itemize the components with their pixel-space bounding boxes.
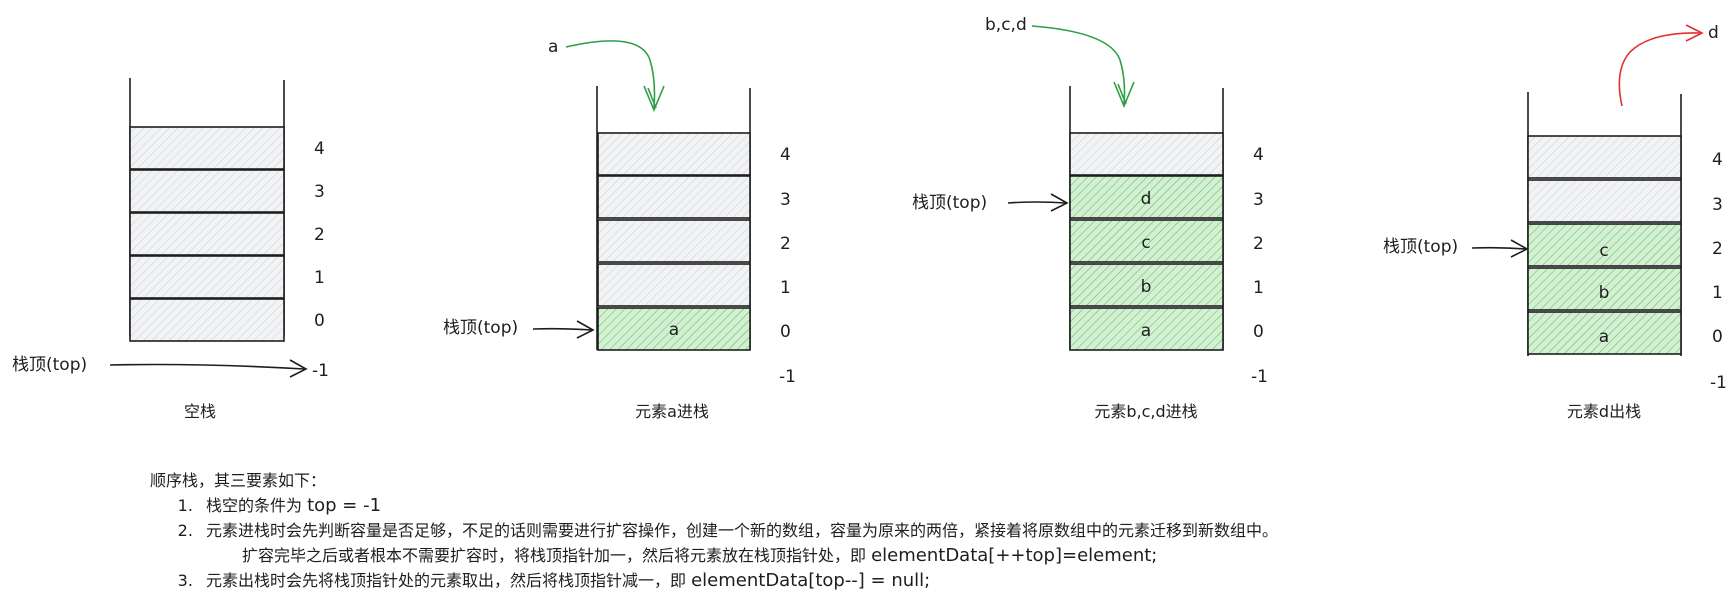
push-label: a <box>548 37 558 57</box>
stack-cell-filled <box>1069 219 1224 263</box>
index-label-below: -1 <box>779 367 796 387</box>
index-label-below: -1 <box>312 361 329 381</box>
index-label-below: -1 <box>1251 367 1268 387</box>
pop-arrow <box>1618 24 1704 107</box>
index-label: 1 <box>314 268 325 288</box>
note-continuation: 扩容完毕之后或者根本不需要扩容时，将栈顶指针加一，然后将元素放在栈顶指针处，即 … <box>206 543 1710 568</box>
stack-cell-filled <box>1527 223 1682 267</box>
index-label: 2 <box>314 225 325 245</box>
note-code: elementData[++top]=element; <box>871 545 1158 566</box>
note-text: 栈空的条件为 <box>206 496 308 515</box>
note-text: 元素进栈时会先判断容量是否足够，不足的话则需要进行扩容操作，创建一个新的数组，容… <box>206 521 1279 540</box>
index-label: 2 <box>780 234 791 254</box>
index-label: 4 <box>314 139 325 159</box>
stack-caption: 元素b,c,d进栈 <box>1094 402 1197 421</box>
top-pointer-label: 栈顶(top) <box>443 318 518 338</box>
index-label: 0 <box>780 322 791 342</box>
stack-cell-value: a <box>1599 327 1609 347</box>
stack-cell-value: b <box>1599 283 1610 303</box>
stack-cell-value: c <box>1141 233 1150 253</box>
stack-cell <box>1069 132 1224 176</box>
top-pointer-label: 栈顶(top) <box>912 193 987 213</box>
stack-cell <box>129 212 285 256</box>
note-text: 元素出栈时会先将栈顶指针处的元素取出，然后将栈顶指针减一，即 <box>206 571 692 590</box>
stack-pop-d: c b a 4 3 2 1 0 -1 栈顶(top) d 元素d出栈 <box>1383 23 1727 421</box>
stack-cell <box>597 263 751 307</box>
stack-cell <box>1527 135 1682 179</box>
stack-caption: 元素a进栈 <box>635 402 709 421</box>
stack-cell-filled <box>597 307 751 351</box>
stack-cell <box>597 175 751 219</box>
stack-cell-filled <box>1069 175 1224 219</box>
stack-cell-filled <box>1069 307 1224 351</box>
pop-label: d <box>1708 23 1719 43</box>
index-label: 4 <box>780 145 791 165</box>
notes-section: 顺序栈，其三要素如下： 栈空的条件为 top = -1 元素进栈时会先判断容量是… <box>150 468 1710 593</box>
index-label: 2 <box>1253 234 1264 254</box>
list-item: 元素进栈时会先判断容量是否足够，不足的话则需要进行扩容操作，创建一个新的数组，容… <box>198 518 1710 568</box>
index-label: 1 <box>1253 278 1264 298</box>
stack-cell <box>129 255 285 299</box>
stack-cell-value: a <box>669 320 679 340</box>
note-text: 扩容完毕之后或者根本不需要扩容时，将栈顶指针加一，然后将元素放在栈顶指针处，即 <box>242 546 872 565</box>
stack-cell-filled <box>1069 263 1224 307</box>
index-label: 1 <box>1712 283 1723 303</box>
top-pointer-label: 栈顶(top) <box>12 355 87 375</box>
note-code: elementData[top--] = null; <box>691 570 931 591</box>
stack-cell <box>129 169 285 213</box>
stack-cell <box>597 219 751 263</box>
index-label: 1 <box>780 278 791 298</box>
stack-caption: 空栈 <box>184 402 216 421</box>
index-label: 3 <box>1253 190 1264 210</box>
index-label: 4 <box>1712 150 1723 170</box>
stack-cell-value: a <box>1141 321 1151 341</box>
index-label: 3 <box>1712 195 1723 215</box>
stack-cell <box>129 126 285 170</box>
index-label: 0 <box>1253 322 1264 342</box>
stack-cell <box>129 298 285 342</box>
stack-push-a: a 4 3 2 1 0 -1 栈顶(top) a 元素a进栈 <box>443 37 796 421</box>
stack-cell-filled <box>1527 267 1682 311</box>
stack-cell-value: c <box>1599 241 1608 261</box>
stack-cell-value: b <box>1141 277 1152 297</box>
stack-caption: 元素d出栈 <box>1567 402 1641 421</box>
note-code: top = -1 <box>307 495 382 516</box>
notes-list: 栈空的条件为 top = -1 元素进栈时会先判断容量是否足够，不足的话则需要进… <box>150 493 1710 593</box>
stack-cell-value: d <box>1141 189 1152 209</box>
index-label: 3 <box>314 182 325 202</box>
stack-empty: 4 3 2 1 0 -1 栈顶(top) 空栈 <box>12 78 329 421</box>
index-label: 0 <box>314 311 325 331</box>
stack-cell <box>1527 179 1682 223</box>
list-item: 元素出栈时会先将栈顶指针处的元素取出，然后将栈顶指针减一，即 elementDa… <box>198 568 1710 593</box>
stack-push-bcd: d c b a 4 3 2 1 0 -1 栈顶(top) b,c,d 元素b,c… <box>912 15 1268 421</box>
push-label: b,c,d <box>985 15 1027 35</box>
top-pointer-arrow <box>1007 193 1069 212</box>
top-pointer-arrow <box>532 320 595 339</box>
notes-title: 顺序栈，其三要素如下： <box>150 471 327 490</box>
index-label: 2 <box>1712 239 1723 259</box>
push-arrow <box>1031 25 1135 109</box>
index-label: 0 <box>1712 327 1723 347</box>
stack-cell-filled <box>1527 311 1682 355</box>
push-arrow <box>565 40 665 113</box>
index-label-below: -1 <box>1710 373 1727 393</box>
list-item: 栈空的条件为 top = -1 <box>198 493 1710 518</box>
stack-cell <box>597 132 751 176</box>
index-label: 3 <box>780 190 791 210</box>
index-label: 4 <box>1253 145 1264 165</box>
top-pointer-label: 栈顶(top) <box>1383 237 1458 257</box>
top-pointer-arrow <box>109 359 308 378</box>
top-pointer-arrow <box>1471 239 1529 258</box>
